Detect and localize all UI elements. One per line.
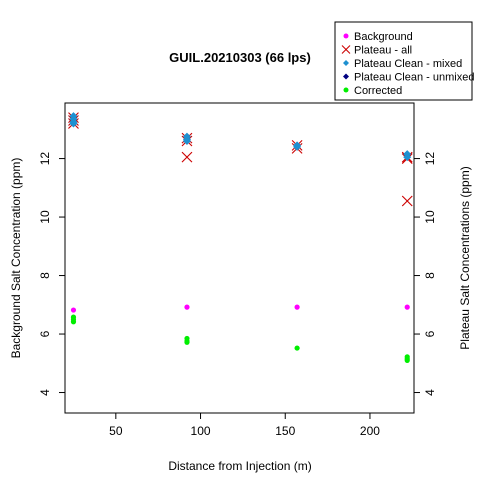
data-point	[184, 305, 189, 310]
y-tick-label-left: 6	[38, 330, 52, 337]
legend-label: Background	[354, 31, 413, 43]
data-point	[295, 345, 300, 350]
y-tick-label-left: 10	[38, 210, 52, 224]
x-tick-label: 150	[275, 424, 295, 438]
y-tick-label-left: 12	[38, 152, 52, 166]
data-point	[295, 305, 300, 310]
x-axis-label: Distance from Injection (m)	[168, 459, 311, 473]
y-tick-label-right: 4	[423, 389, 437, 396]
legend-label: Plateau Clean - mixed	[354, 58, 462, 70]
y-tick-label-right: 8	[423, 272, 437, 279]
y-tick-label-right: 12	[423, 152, 437, 166]
y-tick-label-right: 6	[423, 330, 437, 337]
legend-label: Plateau - all	[354, 45, 412, 57]
x-tick-label: 200	[360, 424, 380, 438]
data-point	[405, 358, 410, 363]
y-tick-label-left: 8	[38, 272, 52, 279]
legend-label: Corrected	[354, 85, 402, 97]
data-point	[184, 340, 189, 345]
y-tick-label-right: 10	[423, 210, 437, 224]
legend-marker	[344, 34, 349, 39]
chart-title: GUIL.20210303 (66 lps)	[169, 50, 311, 65]
x-tick-label: 50	[109, 424, 123, 438]
x-tick-label: 100	[191, 424, 211, 438]
data-point	[71, 307, 76, 312]
data-point	[71, 319, 76, 324]
legend-marker	[344, 88, 349, 93]
y-tick-label-left: 4	[38, 389, 52, 396]
y-axis-label-left: Background Salt Concentration (ppm)	[9, 158, 23, 359]
y-axis-label-right: Plateau Salt Concentrations (ppm)	[458, 166, 472, 349]
data-point	[405, 305, 410, 310]
legend-label: Plateau Clean - unmixed	[354, 72, 474, 84]
